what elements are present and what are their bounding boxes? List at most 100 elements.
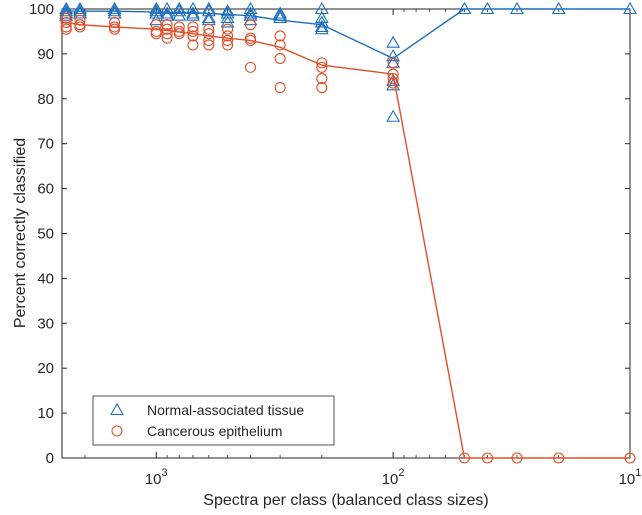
data-point	[203, 34, 215, 46]
data-point	[273, 8, 288, 21]
data-point	[149, 4, 164, 17]
x-tick-base: 10	[145, 471, 162, 488]
data-point	[316, 82, 328, 94]
data-point	[222, 34, 234, 46]
data-point	[273, 10, 288, 24]
data-point	[220, 10, 235, 24]
legend-label: Normal-associated tissue	[147, 402, 304, 418]
x-tick-exponent: 1	[635, 467, 641, 479]
y-tick-label: 0	[46, 450, 54, 467]
legend-marker	[111, 425, 123, 437]
data-point	[243, 13, 258, 26]
x-tick-base: 10	[619, 471, 636, 488]
y-tick-label: 40	[37, 270, 54, 287]
y-tick-label: 100	[29, 1, 54, 18]
data-point	[186, 8, 200, 21]
data-point	[314, 19, 329, 33]
data-point	[387, 77, 399, 89]
data-point	[511, 452, 523, 464]
data-point	[387, 68, 399, 80]
y-tick-label: 70	[37, 136, 54, 153]
data-point	[108, 16, 121, 29]
data-point	[172, 1, 187, 15]
data-point	[316, 73, 328, 85]
series-line	[66, 8, 630, 60]
data-point	[201, 4, 216, 17]
data-point	[386, 78, 401, 91]
y-tick-label: 30	[37, 315, 54, 332]
data-point	[161, 23, 173, 35]
data-point	[244, 19, 257, 31]
data-point	[60, 23, 72, 35]
data-point	[481, 452, 493, 464]
data-point	[60, 16, 72, 29]
x-tick-base: 10	[382, 471, 399, 488]
data-point	[203, 28, 215, 40]
data-point	[316, 61, 328, 73]
data-point	[172, 4, 187, 17]
data-point	[161, 28, 173, 40]
data-point	[107, 1, 122, 15]
legend-label: Cancerous epithelium	[147, 423, 282, 439]
data-point	[386, 109, 401, 122]
plot-area	[61, 8, 631, 459]
x-tick-label: 102	[382, 467, 405, 488]
data-point	[160, 6, 175, 19]
y-axis-ticks: 0 10 20 30 40 50 60 70 80 90 100	[29, 1, 630, 467]
y-tick-label: 50	[37, 226, 54, 243]
data-point	[149, 13, 164, 26]
data-point	[203, 39, 215, 51]
data-point	[187, 25, 199, 38]
legend: Normal-associated tissue Cancerous epithe…	[92, 395, 335, 446]
data-point	[161, 32, 173, 44]
data-point	[510, 1, 524, 15]
y-tick-label: 90	[37, 46, 54, 63]
data-point	[74, 21, 86, 33]
data-point	[59, 4, 74, 17]
x-tick-label: 103	[145, 467, 168, 488]
data-point	[59, 8, 74, 21]
data-point	[149, 6, 164, 19]
data-point	[624, 452, 636, 464]
x-axis-label: Spectra per class (balanced class sizes)	[203, 492, 488, 509]
data-point	[458, 452, 470, 464]
data-point	[386, 35, 401, 48]
data-point	[187, 30, 199, 42]
data-point	[161, 19, 173, 31]
data-point	[244, 34, 257, 46]
data-point	[74, 14, 86, 26]
data-point	[314, 15, 329, 28]
y-tick-label: 10	[37, 405, 54, 422]
x-tick-exponent: 2	[398, 467, 404, 479]
x-axis-ticks: 103 102 101	[84, 9, 642, 488]
data-point	[60, 12, 72, 24]
data-point	[187, 39, 199, 51]
data-point	[316, 57, 328, 69]
data-point	[187, 21, 199, 33]
y-tick-label: 60	[37, 181, 54, 198]
data-point	[386, 49, 401, 62]
data-point	[186, 1, 200, 15]
series-circle	[60, 12, 636, 464]
data-point	[274, 39, 286, 51]
data-point	[222, 30, 234, 42]
legend-marker	[110, 402, 124, 416]
x-tick-exponent: 3	[162, 467, 168, 479]
data-point	[222, 39, 234, 51]
data-point	[243, 6, 258, 19]
y-tick-label: 80	[37, 91, 54, 108]
data-point	[72, 1, 87, 15]
legend-box	[92, 395, 335, 446]
x-tick-label: 101	[619, 467, 642, 488]
series-layer	[59, 1, 637, 464]
data-point	[72, 6, 87, 19]
data-point	[553, 452, 565, 464]
data-point	[173, 21, 185, 33]
data-point	[551, 1, 566, 15]
data-point	[244, 61, 257, 73]
data-point	[274, 52, 286, 64]
data-point	[186, 6, 200, 19]
data-point	[222, 23, 234, 35]
data-point	[274, 30, 286, 42]
